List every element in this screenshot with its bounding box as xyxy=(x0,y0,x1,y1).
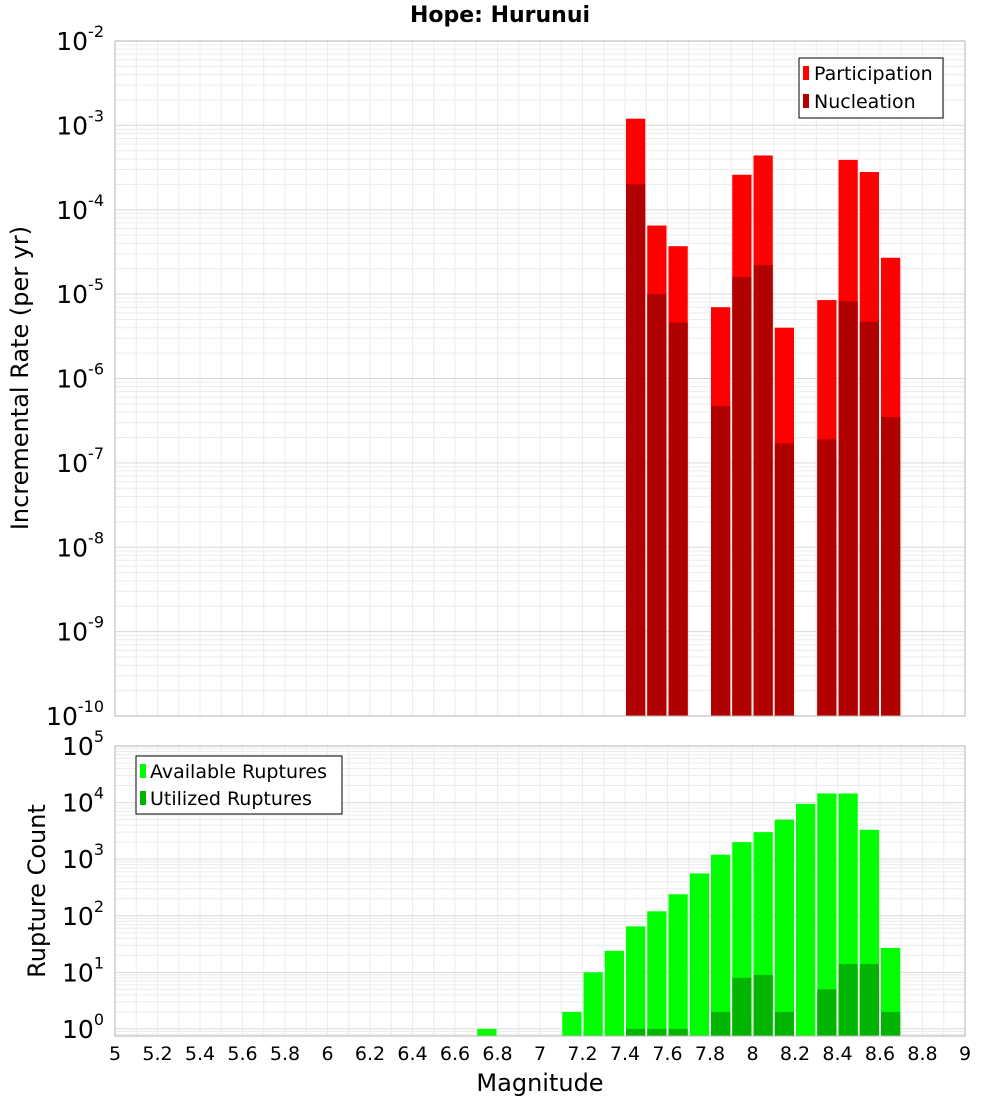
bar-inner-nucleation xyxy=(881,416,901,716)
top-plot-bars xyxy=(626,118,901,717)
bar-inner-utilized-ruptures xyxy=(626,1028,646,1036)
x-tick-label: 8.4 xyxy=(822,1043,852,1065)
bar-available-ruptures xyxy=(604,950,624,1036)
legend-swatch-nucleation xyxy=(803,94,809,108)
bar-available-ruptures xyxy=(774,819,794,1036)
legend-label-utilized: Utilized Ruptures xyxy=(150,788,312,810)
y-tick-label: 10-2 xyxy=(56,22,104,56)
legend-label-nucleation: Nucleation xyxy=(814,91,916,113)
bar-inner-utilized-ruptures xyxy=(838,964,858,1036)
bar-inner-utilized-ruptures xyxy=(774,1011,794,1036)
bar-available-ruptures xyxy=(689,873,709,1036)
y-tick-label: 10-7 xyxy=(56,444,104,478)
x-tick-label: 6.2 xyxy=(355,1043,385,1065)
bar-inner-utilized-ruptures xyxy=(668,1028,688,1036)
x-tick-label: 6 xyxy=(321,1043,333,1065)
bar-available-ruptures xyxy=(477,1028,497,1036)
y-tick-label: 100 xyxy=(62,1010,104,1044)
bar-available-ruptures xyxy=(626,926,646,1036)
x-tick-label: 9 xyxy=(959,1043,971,1065)
y-tick-label: 105 xyxy=(62,727,104,761)
y-tick-label: 10-5 xyxy=(56,275,104,309)
bottom-legend: Available Ruptures Utilized Ruptures xyxy=(135,755,343,815)
x-tick-label: 8.6 xyxy=(865,1043,895,1065)
top-plot-grid xyxy=(114,40,966,717)
bar-inner-nucleation xyxy=(647,294,667,716)
bar-inner-nucleation xyxy=(753,265,773,716)
bar-inner-utilized-ruptures xyxy=(881,1011,901,1036)
y-tick-label: 103 xyxy=(62,840,104,874)
legend-swatch-available xyxy=(140,764,146,778)
y-tick-label: 10-3 xyxy=(56,106,104,140)
bar-inner-nucleation xyxy=(817,439,837,716)
bottom-plot-bars xyxy=(477,793,901,1036)
x-tick-label: 8 xyxy=(746,1043,758,1065)
bar-available-ruptures xyxy=(668,894,688,1036)
top-legend-box xyxy=(798,57,944,119)
x-tick-label: 8.8 xyxy=(907,1043,937,1065)
x-tick-label: 7.2 xyxy=(567,1043,597,1065)
y-tick-label: 10-4 xyxy=(56,191,104,225)
bar-inner-nucleation xyxy=(859,321,879,716)
y-tick-label: 102 xyxy=(62,897,104,931)
x-tick-label: 5.6 xyxy=(227,1043,257,1065)
bottom-plot-frame xyxy=(114,745,966,1037)
bar-inner-utilized-ruptures xyxy=(732,977,752,1036)
bar-inner-utilized-ruptures xyxy=(647,1028,667,1036)
y-tick-label: 10-6 xyxy=(56,360,104,394)
y-tick-label: 10-10 xyxy=(46,697,104,731)
x-tick-label: 7.6 xyxy=(652,1043,682,1065)
legend-swatch-utilized xyxy=(140,791,146,805)
legend-label-available: Available Ruptures xyxy=(150,761,327,783)
bar-inner-nucleation xyxy=(711,406,731,716)
x-tick-label: 5.8 xyxy=(270,1043,300,1065)
x-tick-label: 5.4 xyxy=(185,1043,215,1065)
legend-swatch-participation xyxy=(803,66,809,80)
bar-available-ruptures xyxy=(583,972,603,1036)
x-tick-label: 7.8 xyxy=(695,1043,725,1065)
bar-available-ruptures xyxy=(647,911,667,1036)
x-tick-label: 6.6 xyxy=(440,1043,470,1065)
bar-inner-nucleation xyxy=(626,184,646,717)
x-axis-label: Magnitude xyxy=(476,1069,603,1097)
legend-label-participation: Participation xyxy=(814,63,933,85)
bar-inner-utilized-ruptures xyxy=(753,974,773,1036)
bar-inner-nucleation xyxy=(668,322,688,716)
bottom-y-axis-label: Rupture Count xyxy=(23,804,51,978)
bar-available-ruptures xyxy=(817,793,837,1036)
bar-inner-utilized-ruptures xyxy=(711,1011,731,1036)
bar-available-ruptures xyxy=(711,854,731,1036)
x-tick-label: 5 xyxy=(109,1043,121,1065)
chart-title: Hope: Hurunui xyxy=(409,3,591,28)
y-tick-label: 10-9 xyxy=(56,613,104,647)
top-plot-frame xyxy=(114,40,966,717)
bar-inner-nucleation xyxy=(732,276,752,716)
bar-inner-utilized-ruptures xyxy=(859,964,879,1036)
top-legend: Participation Nucleation xyxy=(798,57,944,119)
x-tick-label: 6.4 xyxy=(397,1043,427,1065)
bar-inner-nucleation xyxy=(774,443,794,716)
top-y-tick-labels: 10-10 10-9 10-8 10-7 10-6 10-5 10-4 10-3 10-2 xyxy=(46,22,104,731)
bottom-legend-box xyxy=(135,755,343,815)
y-tick-label: 104 xyxy=(62,784,104,818)
y-tick-label: 101 xyxy=(62,953,104,987)
x-tick-labels: 5 5.2 5.4 5.6 5.8 6 6.2 6.4 6.6 6.8 7 7.2 7.4 7.6 7.8 8… xyxy=(109,1043,971,1065)
x-tick-label: 7 xyxy=(534,1043,546,1065)
x-tick-label: 5.2 xyxy=(142,1043,172,1065)
x-tick-label: 7.4 xyxy=(610,1043,640,1065)
x-tick-label: 8.2 xyxy=(780,1043,810,1065)
y-tick-label: 10-8 xyxy=(56,528,104,562)
bar-available-ruptures xyxy=(562,1011,582,1036)
top-y-axis-label: Incremental Rate (per yr) xyxy=(6,226,34,530)
bottom-y-tick-labels: 100 101 102 103 104 105 xyxy=(62,727,104,1044)
bar-inner-utilized-ruptures xyxy=(817,989,837,1036)
bar-inner-nucleation xyxy=(838,301,858,716)
x-tick-label: 6.8 xyxy=(482,1043,512,1065)
bar-available-ruptures xyxy=(796,803,816,1036)
